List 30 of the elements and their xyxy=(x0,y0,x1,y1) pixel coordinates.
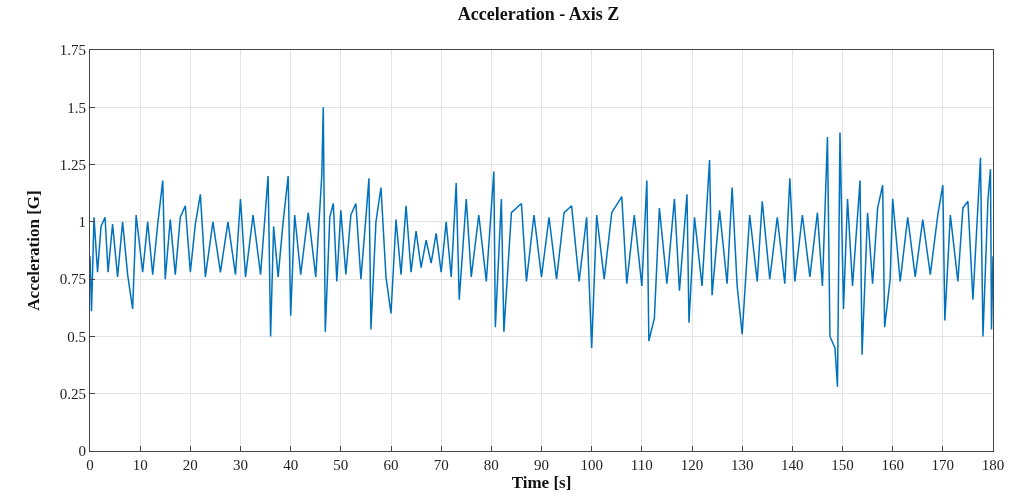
y-tick-label: 1.25 xyxy=(59,156,86,173)
x-tick-label: 70 xyxy=(433,457,449,473)
y-tick-label: 1 xyxy=(78,214,86,231)
x-tick-label: 50 xyxy=(333,457,349,473)
x-tick-label: 80 xyxy=(483,457,499,473)
y-tick-label: 0 xyxy=(78,443,86,460)
x-tick-label: 110 xyxy=(630,457,653,473)
y-axis-title: Acceleration [G] xyxy=(24,190,44,311)
x-tick-label: 30 xyxy=(233,457,248,473)
y-tick-label: 0.5 xyxy=(67,328,86,345)
x-tick-label: 140 xyxy=(781,457,804,473)
x-tick-label: 130 xyxy=(730,457,754,473)
y-tick-label: 1.75 xyxy=(59,42,86,59)
x-tick-label: 60 xyxy=(383,457,399,473)
x-tick-label: 160 xyxy=(881,457,904,473)
x-tick-label: 40 xyxy=(283,457,299,473)
chart-title: Acceleration - Axis Z xyxy=(457,4,620,25)
y-tick-label: 1.5 xyxy=(67,99,86,116)
x-tick-label: 90 xyxy=(534,457,549,473)
x-tick-label: 100 xyxy=(580,457,603,473)
x-tick-label: 170 xyxy=(931,457,955,473)
x-tick-label: 10 xyxy=(132,457,148,473)
x-tick-label: 120 xyxy=(680,457,704,473)
x-tick-label: 180 xyxy=(981,457,1005,473)
x-tick-label: 150 xyxy=(831,457,854,473)
x-axis-title: Time [s] xyxy=(511,473,572,492)
y-tick-label: 0.25 xyxy=(59,385,86,402)
y-tick-label: 0.75 xyxy=(59,271,86,288)
x-tick-label: 20 xyxy=(182,457,198,473)
line-series xyxy=(90,106,993,388)
